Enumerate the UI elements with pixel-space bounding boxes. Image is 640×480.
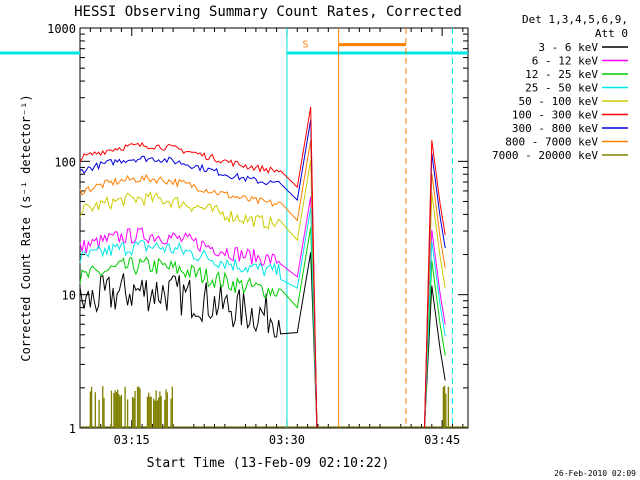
legend-header-2: Att 0 <box>595 27 628 40</box>
legend-label: 7000 - 20000 keV <box>492 149 598 162</box>
legend-label: 300 - 800 keV <box>512 122 598 135</box>
y-tick-label: 1000 <box>47 22 76 36</box>
x-axis-label: Start Time (13-Feb-09 02:10:22) <box>147 456 390 471</box>
chart-title: HESSI Observing Summary Count Rates, Cor… <box>74 4 462 20</box>
series-line <box>79 227 318 429</box>
y-tick-label: 10 <box>62 289 76 303</box>
series-line-spike <box>424 285 446 429</box>
series-line <box>79 106 318 429</box>
series-line-spike <box>424 241 446 429</box>
legend-label: 12 - 25 keV <box>525 68 598 81</box>
series-line <box>79 119 318 429</box>
legend-label: 6 - 12 keV <box>532 55 599 68</box>
footer-timestamp: 26-Feb-2010 02:09 <box>554 469 636 478</box>
y-axis-label: Corrected Count Rate (s⁻¹ detector⁻¹) <box>19 94 33 361</box>
series-line <box>79 140 318 429</box>
y-tick-label: 100 <box>54 155 76 169</box>
series-line <box>79 196 318 429</box>
legend-label: 50 - 100 keV <box>519 95 599 108</box>
x-tick-label: 03:30 <box>269 433 305 447</box>
legend-label: 800 - 7000 keV <box>505 136 598 149</box>
saa-label: S <box>302 40 308 51</box>
series-line <box>79 207 318 429</box>
x-tick-label: 03:45 <box>424 433 460 447</box>
series-line-spike <box>424 140 446 429</box>
legend-label: 100 - 300 keV <box>512 109 598 122</box>
y-tick-label: 1 <box>69 422 76 436</box>
x-tick-label: 03:15 <box>114 433 150 447</box>
legend-header-1: Det 1,3,4,5,6,9, <box>522 13 628 26</box>
plot-frame <box>79 27 469 429</box>
series-line <box>79 159 318 429</box>
legend-label: 3 - 6 keV <box>538 41 598 54</box>
series-line <box>79 252 318 429</box>
legend-label: 25 - 50 keV <box>525 82 598 95</box>
